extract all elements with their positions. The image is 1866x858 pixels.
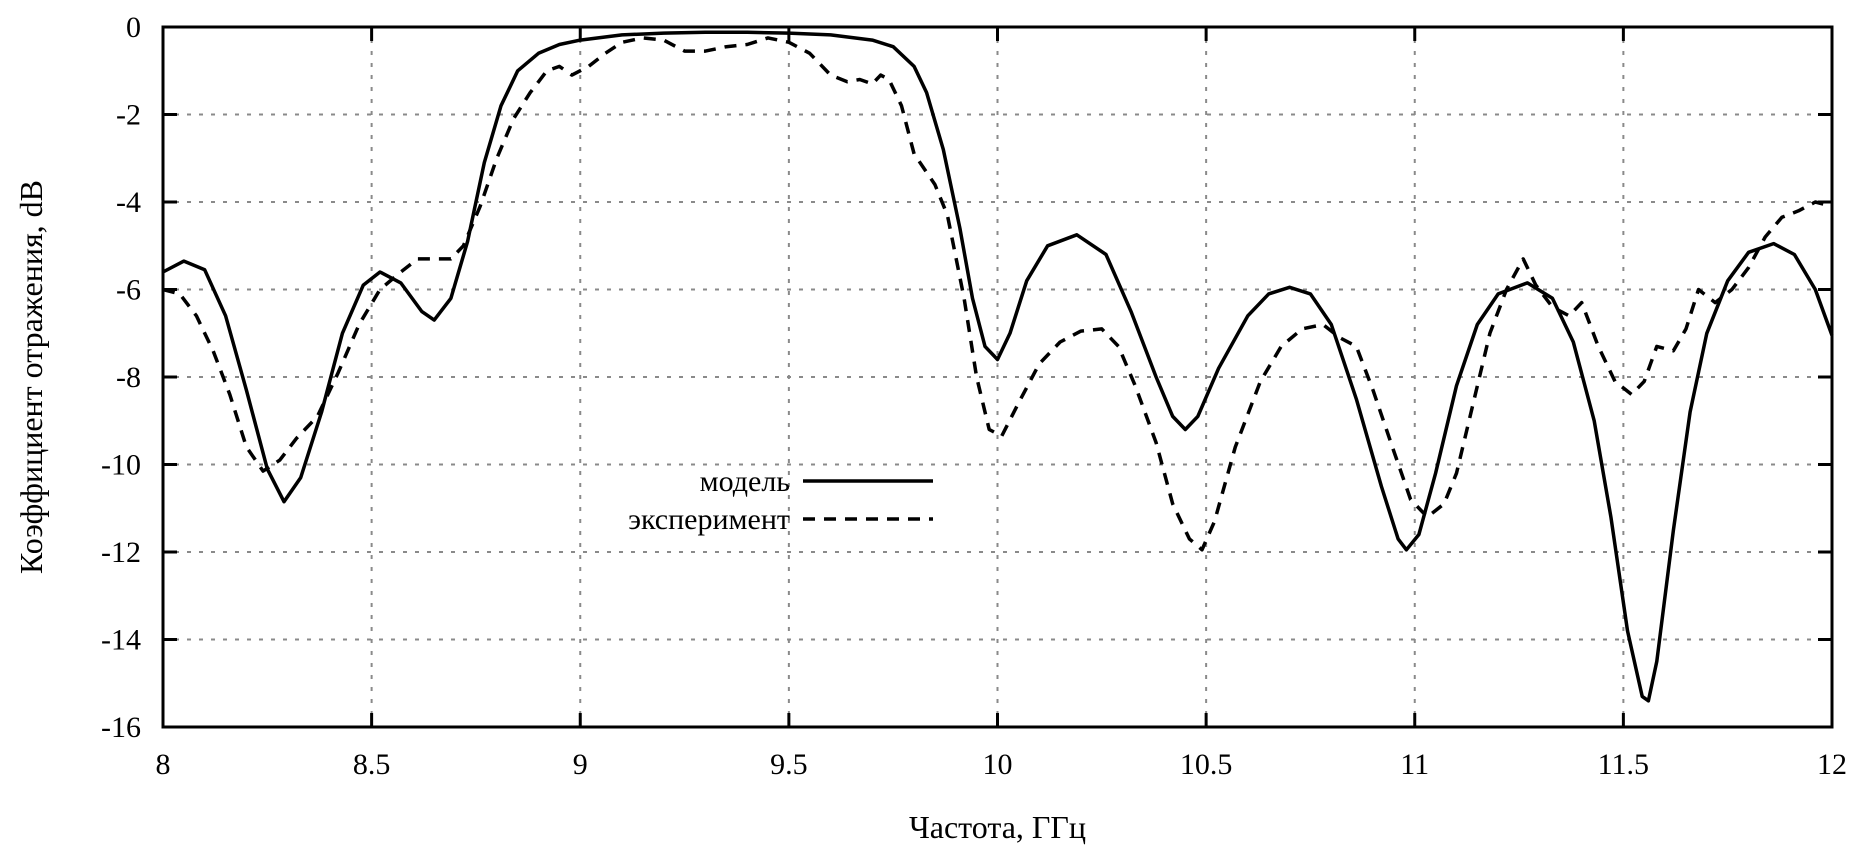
- y-tick-label: -16: [101, 711, 141, 744]
- y-tick-label: -8: [116, 361, 141, 394]
- x-tick-label: 8.5: [353, 748, 391, 781]
- y-tick-label: -6: [116, 274, 141, 307]
- x-tick-label: 10.5: [1180, 748, 1233, 781]
- tick-labels: 8 8.5 9 9.5 10 10.5 11 11.5 12 0 -2 -4 -6 -8 -10 -12 -14…: [101, 11, 1847, 781]
- legend-label: эксперимент: [628, 503, 790, 536]
- grid-lines: [163, 27, 1832, 727]
- y-tick-label: -2: [116, 99, 141, 132]
- plot-frame: [161, 25, 1834, 729]
- y-tick-label: -4: [116, 186, 141, 219]
- x-tick-label: 10: [983, 748, 1013, 781]
- legend-label: модель: [700, 465, 790, 498]
- y-axis-label: Коэффициент отражения, dB: [13, 180, 49, 574]
- legend: модель эксперимент: [628, 465, 933, 536]
- x-tick-label: 9: [573, 748, 588, 781]
- y-tick-label: 0: [126, 11, 141, 44]
- x-axis-label: Частота, ГГц: [909, 809, 1086, 845]
- series-layer: [162, 30, 1834, 703]
- x-tick-label: 8: [156, 748, 171, 781]
- series-line-model: [162, 30, 1834, 703]
- y-tick-label: -12: [101, 536, 141, 569]
- y-tick-label: -14: [101, 624, 141, 657]
- y-tick-label: -10: [101, 449, 141, 482]
- x-tick-label: 11: [1400, 748, 1429, 781]
- series-line-experiment: [162, 36, 1833, 552]
- x-tick-label: 11.5: [1598, 748, 1649, 781]
- x-tick-label: 12: [1817, 748, 1847, 781]
- x-tick-label: 9.5: [770, 748, 808, 781]
